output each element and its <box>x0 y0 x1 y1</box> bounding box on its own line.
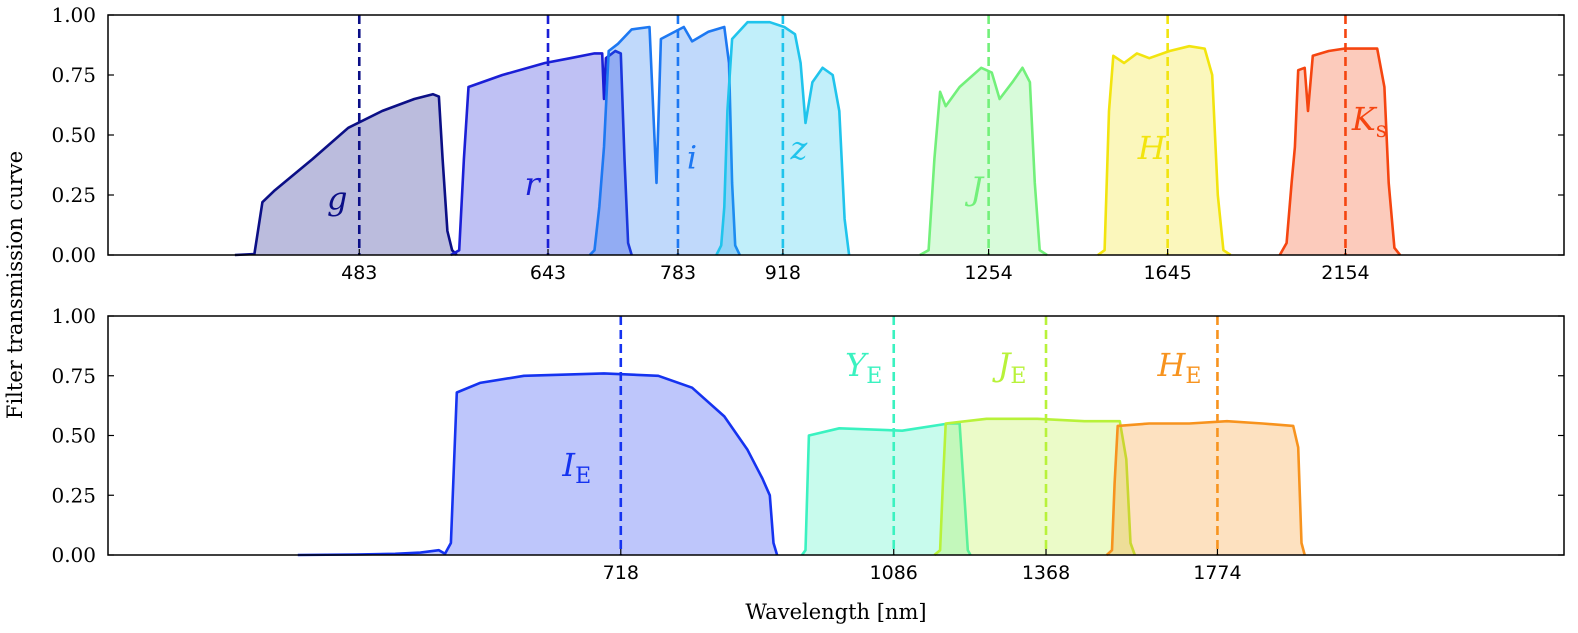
filter-label-z: z <box>789 129 808 167</box>
center-wavelength-label-JE: 1368 <box>1022 562 1070 584</box>
filter-label-r: r <box>524 165 541 203</box>
filter-fill-HE <box>1106 421 1305 555</box>
y-tick-label: 1.00 <box>51 3 96 27</box>
center-wavelength-label-IE: 718 <box>603 562 639 584</box>
filter-fill-i <box>589 27 740 255</box>
filter-curve-J <box>919 66 1048 257</box>
filter-label-H: H <box>1137 129 1167 167</box>
center-wavelength-label-z: 918 <box>765 262 801 284</box>
center-wavelength-label-r: 643 <box>530 262 566 284</box>
filter-fill-z <box>716 22 850 256</box>
center-wavelength-label-J: 1254 <box>964 262 1012 284</box>
y-axis-label: Filter transmission curve <box>3 151 27 419</box>
filter-curve-g <box>234 92 458 257</box>
filter-fill-YE <box>802 423 971 555</box>
filter-fill-J <box>919 67 1047 255</box>
y-tick-label: 0.25 <box>51 483 96 507</box>
filter-label-HE: HE <box>1156 346 1201 389</box>
filter-fill-g <box>234 94 457 255</box>
filter-label-J: J <box>964 170 985 208</box>
x-axis-label: Wavelength [nm] <box>745 600 926 624</box>
filter-label-JE: JE <box>992 346 1027 389</box>
filter-fill-H <box>1097 46 1231 256</box>
y-tick-label: 0.25 <box>51 183 96 207</box>
center-wavelength-label-HE: 1774 <box>1193 562 1241 584</box>
filter-curve-HE <box>1105 419 1306 556</box>
y-tick-label: 0.75 <box>51 63 96 87</box>
center-wavelength-label-YE: 1086 <box>870 562 918 584</box>
filter-curve-YE <box>800 422 972 556</box>
y-tick-label: 0.75 <box>51 364 96 388</box>
center-wavelength-label-i: 783 <box>660 262 696 284</box>
filter-curve-JE <box>933 417 1137 556</box>
y-tick-label: 0.00 <box>51 243 96 267</box>
filter-fill-JE <box>934 418 1135 555</box>
filter-fill-r <box>450 51 632 255</box>
filter-label-i: i <box>687 139 697 177</box>
filter-label-g: g <box>327 179 347 217</box>
filter-curve-Ks <box>1278 47 1402 256</box>
center-wavelength-label-g: 483 <box>341 262 377 284</box>
center-wavelength-label-Ks: 2154 <box>1321 262 1369 284</box>
top-panel: 483g643r783i918z1254J1645H2154Ks0.000.25… <box>51 3 1565 284</box>
filter-curve-z <box>715 20 851 256</box>
y-tick-label: 0.50 <box>51 424 96 448</box>
filter-curve-r <box>450 49 633 257</box>
filter-label-YE: YE <box>845 346 882 389</box>
center-wavelength-label-H: 1645 <box>1143 262 1191 284</box>
y-tick-label: 1.00 <box>51 304 96 328</box>
filter-fill-IE <box>297 373 778 555</box>
filter-curve-H <box>1097 44 1232 257</box>
bottom-panel: 718IE1086YE1368JE1774HE0.000.250.500.751… <box>51 304 1565 584</box>
y-tick-label: 0.50 <box>51 123 96 147</box>
filter-curve-IE <box>297 372 779 557</box>
y-tick-label: 0.00 <box>51 543 96 567</box>
